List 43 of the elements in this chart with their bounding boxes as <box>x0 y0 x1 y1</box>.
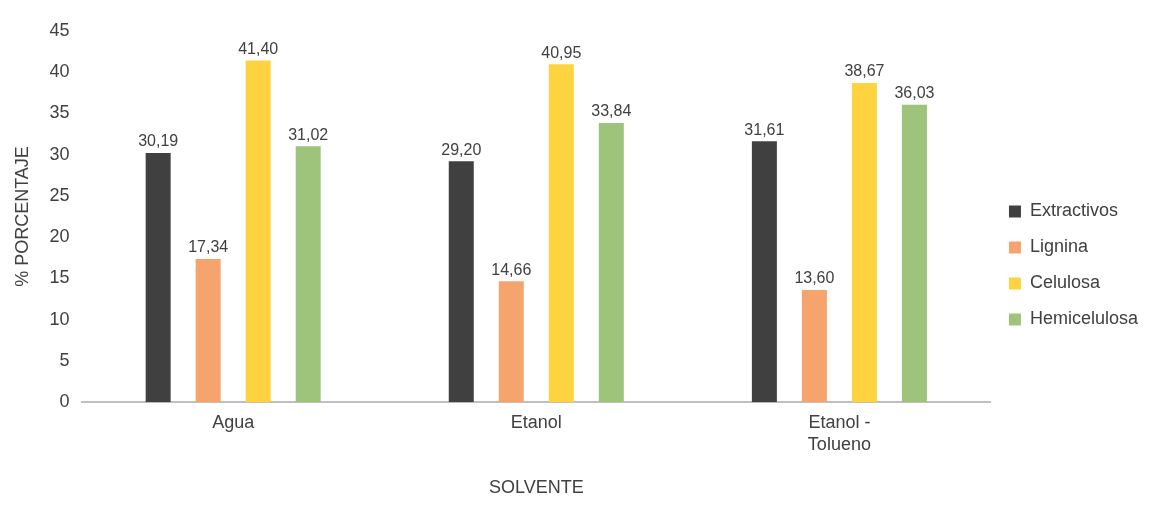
legend-label: Celulosa <box>1029 272 1101 293</box>
y-tick-label: 20 <box>49 226 70 247</box>
y-tick-label: 15 <box>49 267 70 288</box>
bar <box>801 289 827 403</box>
bar <box>195 259 221 403</box>
x-tick-label: Etanol - Tolueno <box>807 411 871 454</box>
bar <box>598 122 624 403</box>
bar <box>548 64 574 403</box>
bar <box>901 104 927 403</box>
bar <box>751 141 777 403</box>
bar <box>851 83 877 403</box>
data-label: 40,95 <box>541 43 582 61</box>
legend-label: Hemicelulosa <box>1029 308 1139 329</box>
y-tick-label: 35 <box>49 102 70 123</box>
legend-label: Lignina <box>1029 236 1089 257</box>
data-label: 29,20 <box>441 140 482 158</box>
data-label: 33,84 <box>591 102 632 120</box>
data-label: 41,40 <box>238 39 279 57</box>
data-label: 31,61 <box>744 120 785 138</box>
bar <box>448 161 474 403</box>
data-label: 17,34 <box>188 238 229 256</box>
legend-label: Extractivos <box>1029 200 1118 221</box>
data-label: 13,60 <box>794 269 835 287</box>
data-label: 36,03 <box>894 84 935 102</box>
bar <box>295 146 321 403</box>
y-tick-label: 45 <box>49 19 70 40</box>
y-tick-label: 5 <box>59 349 70 370</box>
bar <box>498 281 524 403</box>
bar <box>145 153 171 403</box>
y-tick-label: 10 <box>49 308 70 329</box>
x-axis-title: SOLVENTE <box>488 477 584 498</box>
data-label: 30,19 <box>138 132 179 150</box>
x-tick-label: Etanol <box>510 411 562 432</box>
y-tick-label: 30 <box>49 143 70 164</box>
y-axis-title: % PORCENTAJE <box>11 146 32 287</box>
x-tick-label: Agua <box>212 411 256 432</box>
data-label: 38,67 <box>844 62 885 80</box>
bar <box>245 60 271 403</box>
y-tick-label: 40 <box>49 61 70 82</box>
data-label: 31,02 <box>288 125 329 143</box>
data-label: 14,66 <box>491 260 532 278</box>
y-tick-label: 25 <box>49 184 70 205</box>
y-tick-label: 0 <box>59 391 70 412</box>
